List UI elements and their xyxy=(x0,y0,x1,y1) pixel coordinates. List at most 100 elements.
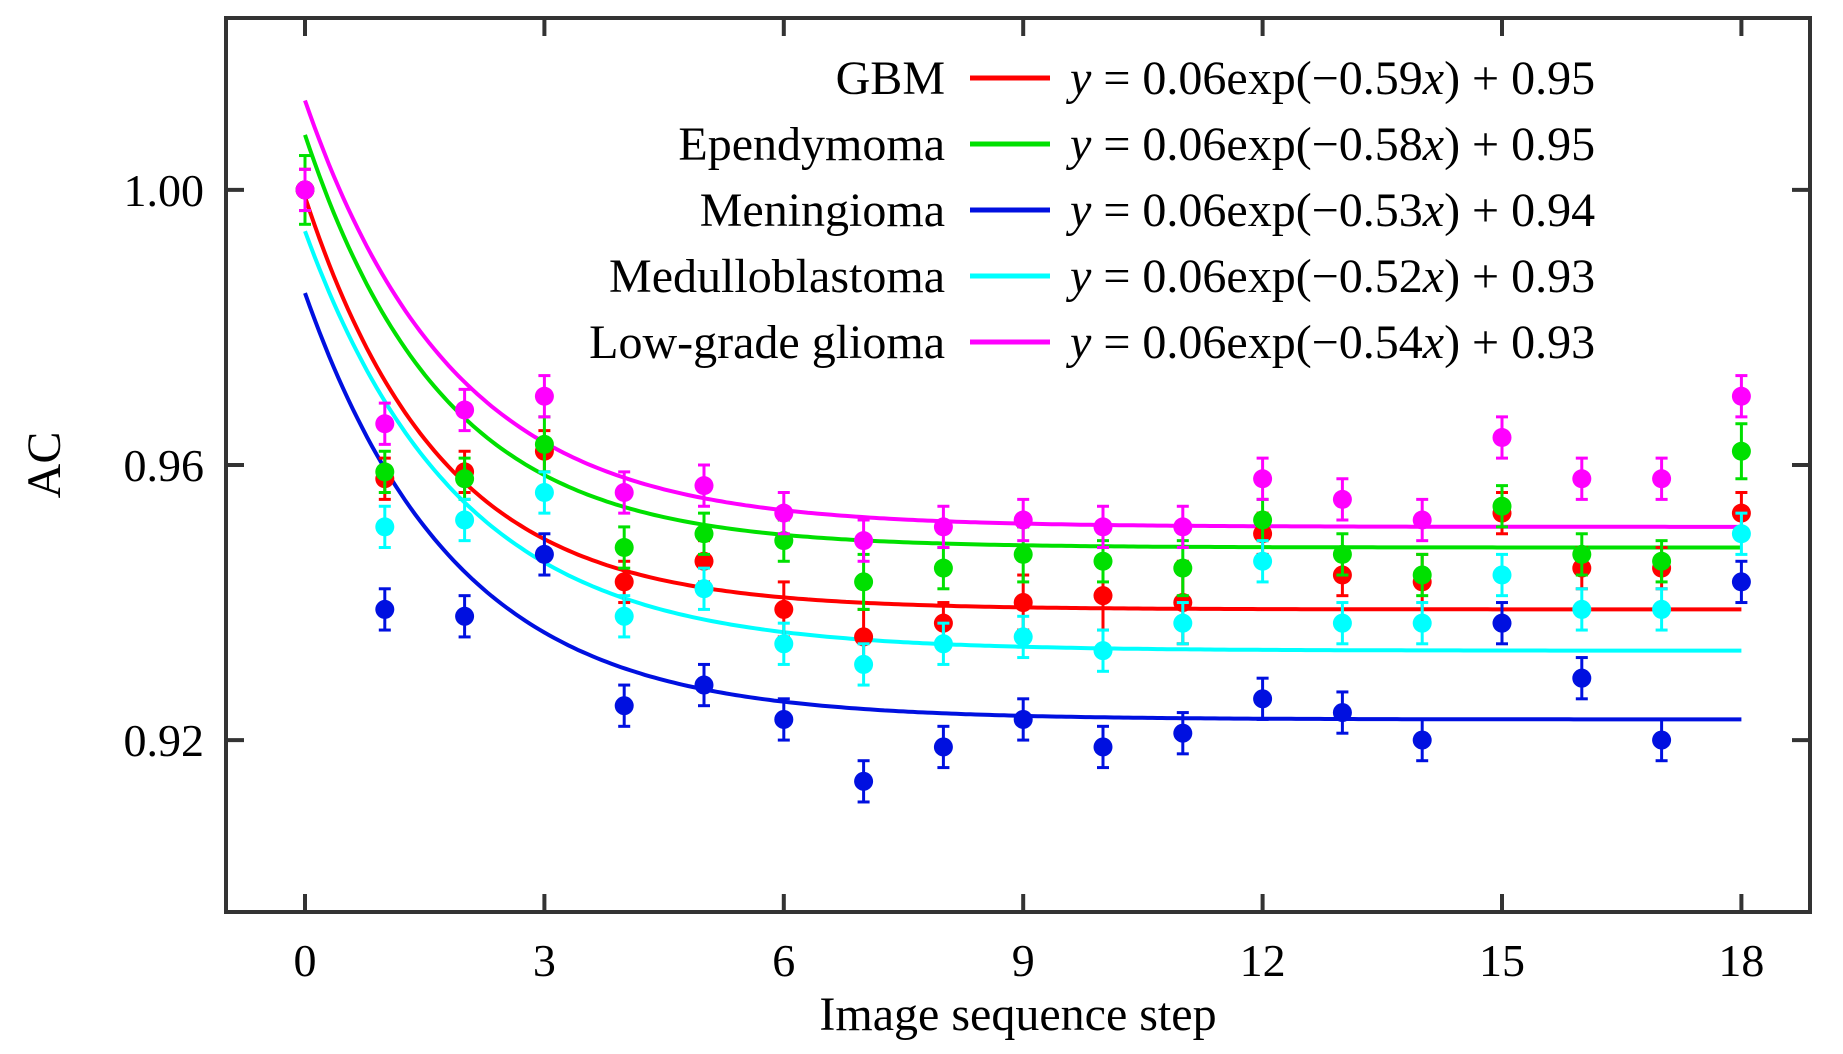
legend-equation-part: y xyxy=(1065,184,1092,237)
data-point xyxy=(1253,689,1273,709)
data-point xyxy=(1253,469,1273,489)
data-point xyxy=(614,483,634,503)
legend-equation-part: x xyxy=(1422,316,1444,369)
data-point xyxy=(933,737,953,757)
data-point xyxy=(1731,572,1751,592)
data-point xyxy=(455,510,475,530)
data-point xyxy=(1173,558,1193,578)
legend-equation: y = 0.06exp(−0.58x) + 0.95 xyxy=(1065,118,1595,171)
data-point xyxy=(614,538,634,558)
series-points-group xyxy=(375,470,1751,687)
legend-equation-part: x xyxy=(1422,250,1444,303)
data-point xyxy=(1013,510,1033,530)
data-point xyxy=(933,634,953,654)
data-point xyxy=(295,180,315,200)
y-tick-label: 1.00 xyxy=(124,165,205,216)
legend-equation-part: = 0.06exp(−0.58 xyxy=(1091,118,1422,171)
data-point xyxy=(1173,517,1193,537)
x-tick-label: 18 xyxy=(1718,935,1764,986)
legend-entry-label: Ependymoma xyxy=(678,118,945,171)
data-point xyxy=(1173,723,1193,743)
data-point xyxy=(1173,613,1193,633)
data-point xyxy=(375,462,395,482)
legend-equation-part: y xyxy=(1065,118,1092,171)
legend-entry-label: GBM xyxy=(836,52,945,105)
data-point xyxy=(1731,386,1751,406)
data-point xyxy=(1332,613,1352,633)
data-point xyxy=(1093,586,1113,606)
data-point xyxy=(694,524,714,544)
data-point xyxy=(1412,613,1432,633)
data-point xyxy=(694,551,714,571)
data-point xyxy=(534,544,554,564)
data-point xyxy=(1253,510,1273,530)
legend-equation-part: y xyxy=(1065,52,1092,105)
data-point xyxy=(1013,709,1033,729)
y-tick-label: 0.92 xyxy=(124,715,205,766)
legend-equation: y = 0.06exp(−0.52x) + 0.93 xyxy=(1065,250,1595,303)
legend-entry-label: Meningioma xyxy=(700,184,945,237)
data-point xyxy=(1572,599,1592,619)
data-point xyxy=(1731,524,1751,544)
x-tick-label: 6 xyxy=(772,935,795,986)
data-point xyxy=(774,709,794,729)
data-point xyxy=(1652,730,1672,750)
data-point xyxy=(1013,544,1033,564)
legend-equation-part: ) + 0.95 xyxy=(1444,52,1595,105)
legend-equation-part: x xyxy=(1422,52,1444,105)
data-point xyxy=(1572,668,1592,688)
legend-equation: y = 0.06exp(−0.59x) + 0.95 xyxy=(1065,52,1595,105)
series-points-group xyxy=(375,532,1751,804)
data-point xyxy=(1652,599,1672,619)
data-point xyxy=(1492,565,1512,585)
data-point xyxy=(854,654,874,674)
data-point xyxy=(534,483,554,503)
x-tick-label: 12 xyxy=(1240,935,1286,986)
data-point xyxy=(1652,469,1672,489)
legend-equation-part: = 0.06exp(−0.52 xyxy=(1091,250,1422,303)
ticks-layer: 0 3 6 9 12 15 18 0.92 0.96 1.00 xyxy=(124,18,1810,986)
data-point xyxy=(1652,551,1672,571)
data-point xyxy=(774,634,794,654)
data-point xyxy=(455,400,475,420)
data-point xyxy=(1093,641,1113,661)
legend-equation-part: y xyxy=(1065,250,1092,303)
x-tick-label: 3 xyxy=(533,935,556,986)
data-point xyxy=(1492,496,1512,516)
legend: GBM y = 0.06exp(−0.59x) + 0.95 Ependymoma y… xyxy=(589,52,1595,369)
y-tick-label: 0.96 xyxy=(124,440,205,491)
data-point xyxy=(534,434,554,454)
data-point xyxy=(854,627,874,647)
data-point xyxy=(375,517,395,537)
data-point xyxy=(854,572,874,592)
data-point xyxy=(1253,551,1273,571)
legend-equation-part: ) + 0.94 xyxy=(1444,184,1595,237)
data-point xyxy=(455,469,475,489)
data-point xyxy=(1013,627,1033,647)
data-point xyxy=(933,558,953,578)
series-points-group xyxy=(295,167,1751,666)
legend-entry-label: Low-grade glioma xyxy=(589,316,945,369)
legend-equation-part: = 0.06exp(−0.53 xyxy=(1091,184,1422,237)
legend-equation-part: ) + 0.93 xyxy=(1444,250,1595,303)
data-point xyxy=(534,386,554,406)
series-layer xyxy=(295,99,1751,804)
data-point xyxy=(694,476,714,496)
legend-entry-label: Medulloblastoma xyxy=(609,250,945,303)
series-points-group xyxy=(295,167,1751,563)
data-point xyxy=(1572,469,1592,489)
y-axis-label: AC xyxy=(18,432,71,499)
legend-equation: y = 0.06exp(−0.53x) + 0.94 xyxy=(1065,184,1595,237)
legend-equation-part: ) + 0.93 xyxy=(1444,316,1595,369)
data-point xyxy=(1731,441,1751,461)
legend-equation-part: ) + 0.95 xyxy=(1444,118,1595,171)
x-tick-label: 9 xyxy=(1012,935,1035,986)
data-point xyxy=(1492,613,1512,633)
x-tick-label: 0 xyxy=(294,935,317,986)
x-tick-label: 15 xyxy=(1479,935,1525,986)
data-point xyxy=(1332,544,1352,564)
data-point xyxy=(1093,517,1113,537)
data-point xyxy=(614,572,634,592)
data-point xyxy=(375,414,395,434)
data-point xyxy=(1332,489,1352,509)
